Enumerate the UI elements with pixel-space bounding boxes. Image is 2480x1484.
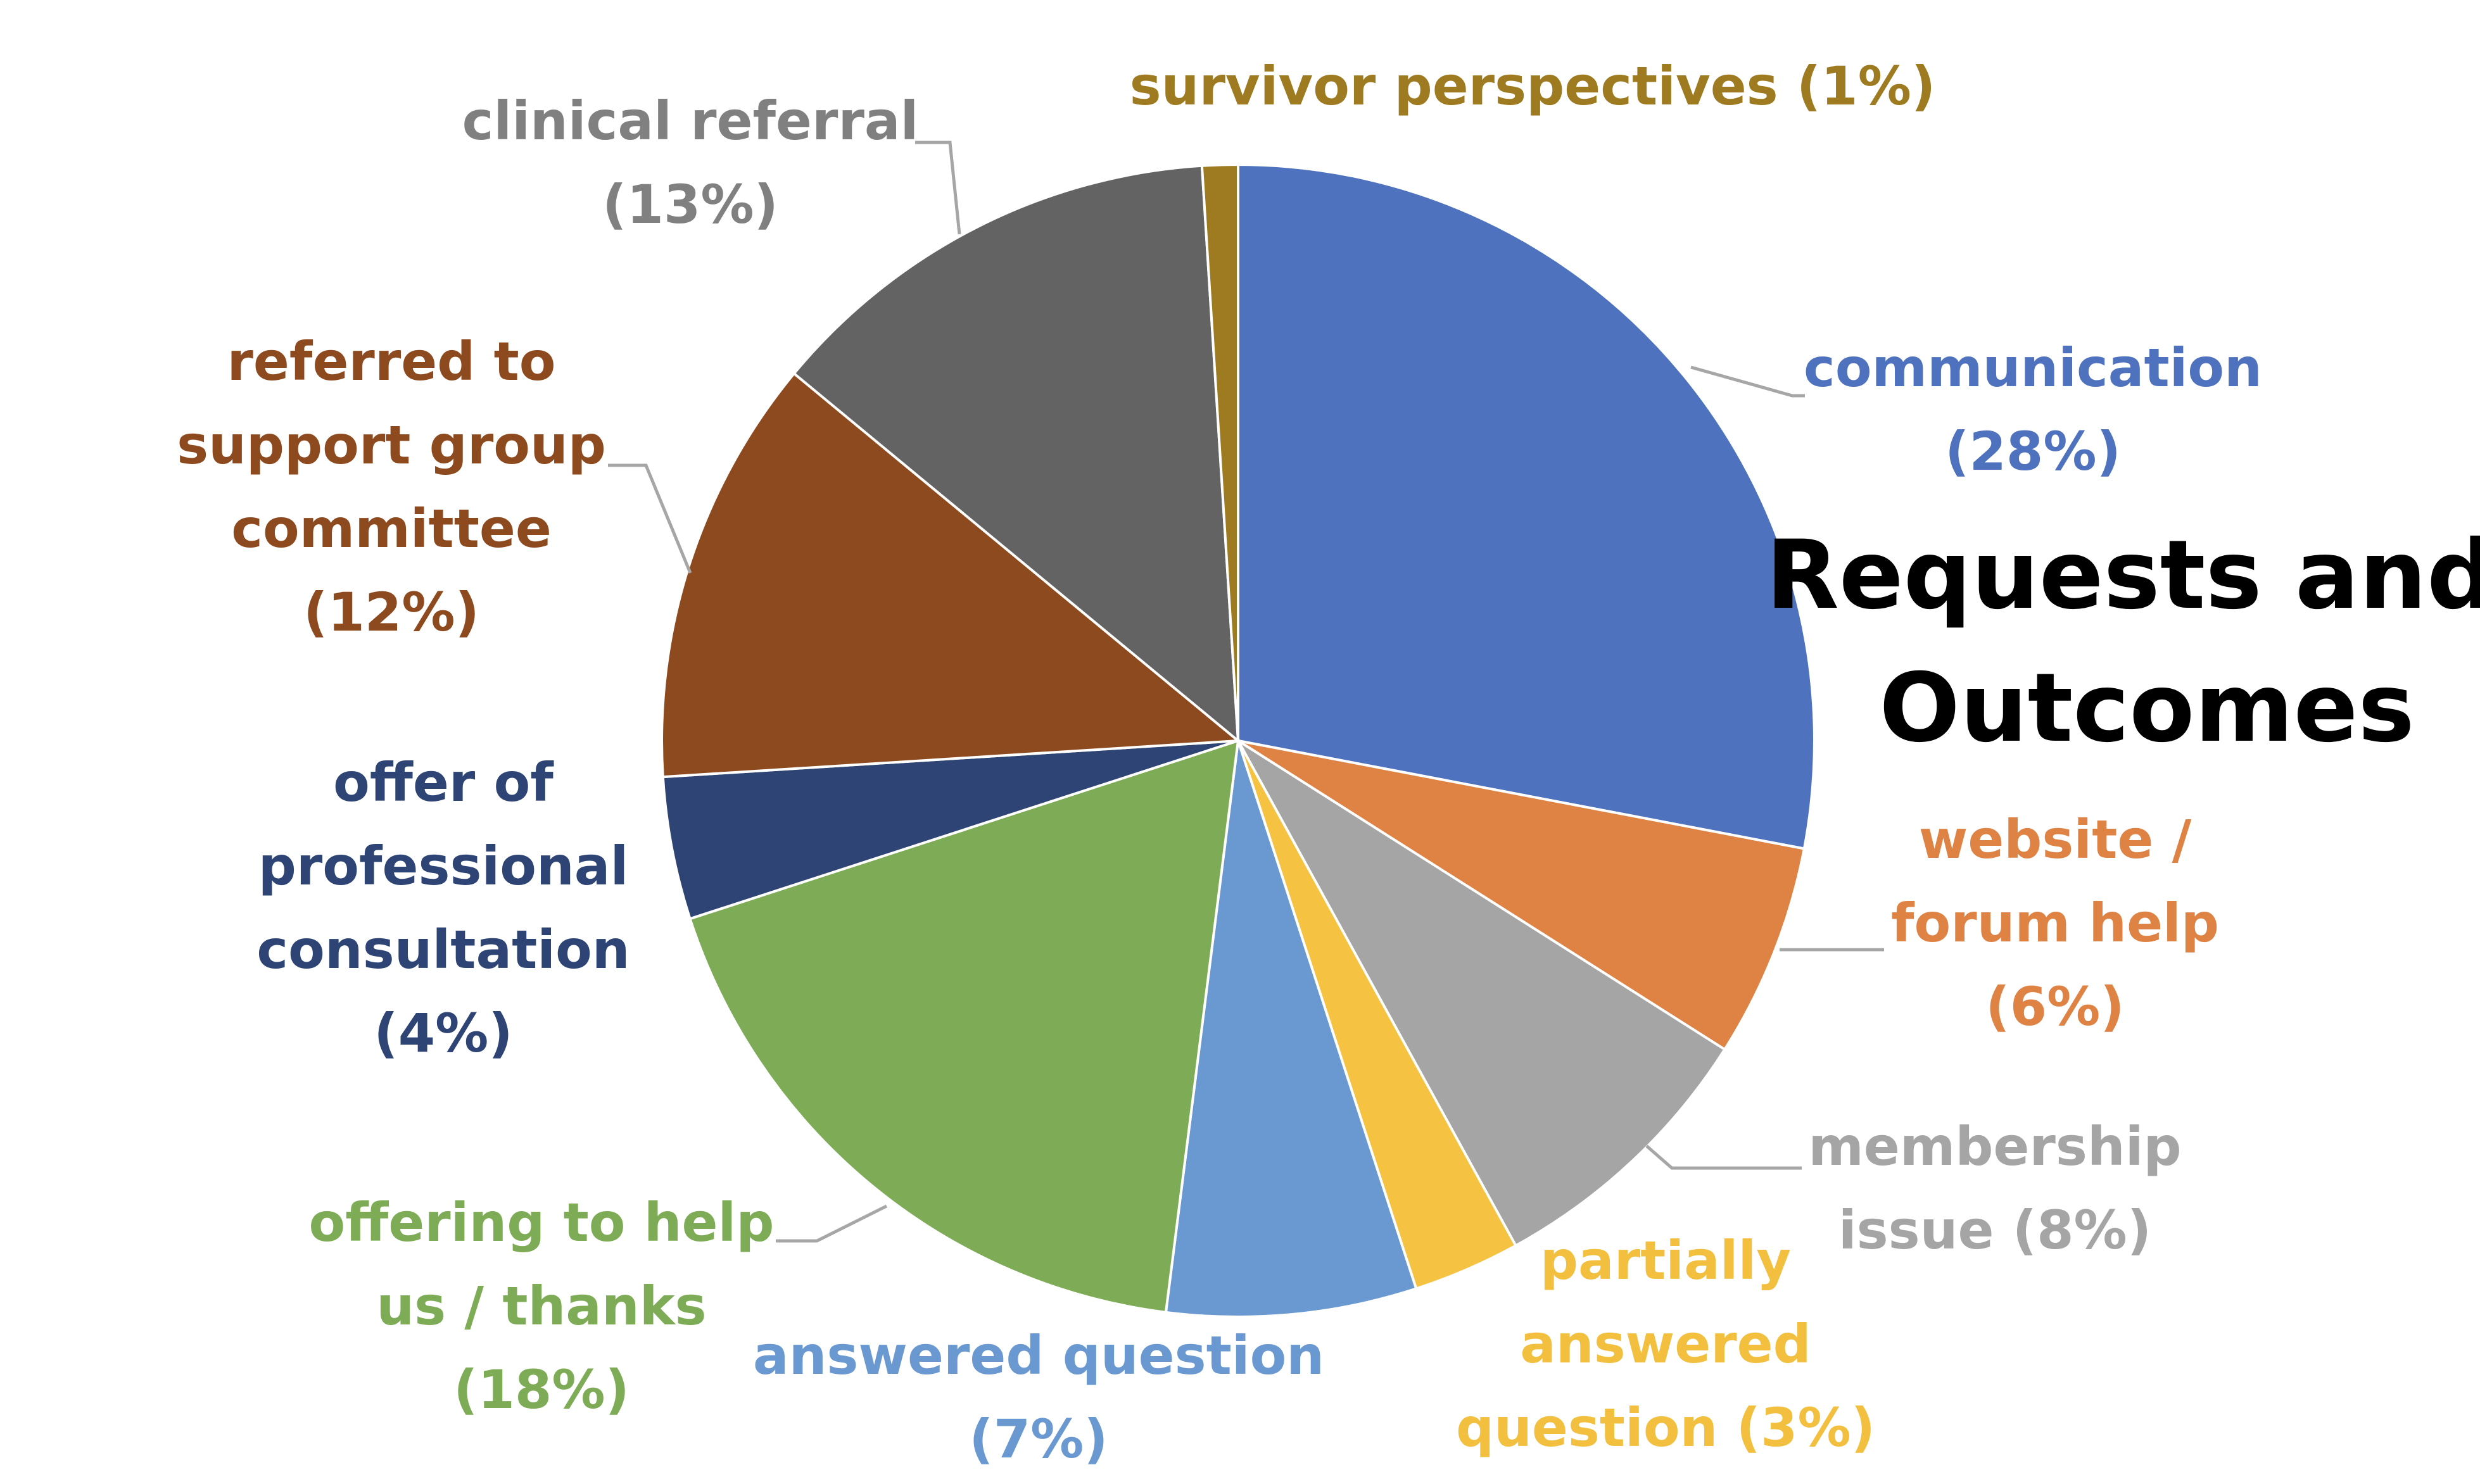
slice-website-forum-help	[1237, 739, 1806, 1052]
label-line: question (3%)	[1456, 1397, 1875, 1459]
leader-line-clinical-referral	[915, 141, 961, 235]
label-line: offer of	[333, 751, 554, 814]
label-line: issue (8%)	[1838, 1199, 2151, 1261]
label-line: (28%)	[1945, 420, 2121, 482]
label-communication: communication (28%)	[1804, 337, 2262, 482]
label-line: referred to	[227, 330, 556, 393]
label-line: support group	[177, 414, 606, 476]
label-line: communication	[1804, 337, 2262, 399]
pie-slices	[661, 163, 1816, 1318]
label-referred-to-support-group-committee: referred to support group committee (12%)	[177, 330, 606, 643]
label-line: survivor perspectives (1%)	[1130, 55, 1936, 117]
label-line: membership	[1808, 1116, 2181, 1178]
slice-clinical-referral	[792, 164, 1240, 744]
leader-line-offering-to-help-us-thanks	[776, 1204, 888, 1243]
label-line: (7%)	[969, 1408, 1108, 1470]
label-line: (13%)	[602, 173, 778, 236]
label-line: (4%)	[374, 1002, 512, 1064]
label-line: (6%)	[1985, 976, 2124, 1038]
label-clinical-referral: clinical referral (13%)	[462, 90, 919, 236]
leader-lines	[608, 141, 1884, 1243]
slice-answered-question	[1164, 740, 1418, 1318]
label-offer-of-professional-consultation: offer of professional consultation (4%)	[256, 751, 629, 1064]
label-line: consultation	[256, 919, 629, 981]
label-line: partially	[1540, 1229, 1791, 1292]
label-website-forum-help: website / forum help (6%)	[1891, 808, 2219, 1038]
label-line: offering to help	[309, 1192, 775, 1254]
slice-offering-to-help-us-thanks	[688, 739, 1240, 1314]
label-line: clinical referral	[462, 90, 919, 152]
leader-line-membership-issue	[1645, 1145, 1802, 1170]
label-line: us / thanks	[376, 1275, 706, 1337]
chart-title-line-1: Requests and	[1766, 520, 2480, 631]
label-line: answered question	[753, 1324, 1324, 1387]
chart-title: Requests and Outcomes	[1766, 520, 2480, 764]
slice-referred-to-support-group-committee	[661, 372, 1242, 779]
chart-title-line-2: Outcomes	[1879, 653, 2414, 764]
slice-communication	[1237, 163, 1816, 850]
leader-line-referred-to-support-group-committee	[608, 463, 692, 574]
slice-membership-issue	[1237, 739, 1727, 1248]
slice-offer-of-professional-consultation	[661, 739, 1239, 921]
label-line: answered	[1520, 1313, 1811, 1375]
leader-line-communication	[1690, 365, 1805, 398]
label-line: committee	[231, 498, 552, 560]
label-line: forum help	[1891, 892, 2219, 954]
label-membership-issue: membership issue (8%)	[1808, 1116, 2181, 1261]
label-line: (18%)	[453, 1359, 629, 1421]
label-partially-answered-question: partially answered question (3%)	[1456, 1229, 1875, 1459]
label-answered-question: answered question (7%)	[753, 1324, 1324, 1470]
label-line: website /	[1919, 808, 2192, 871]
label-line: professional	[258, 835, 629, 897]
slice-labels: communication (28%) website / forum help (6%…	[177, 55, 2262, 1470]
label-line: (12%)	[303, 581, 479, 643]
slice-survivor-perspectives	[1200, 163, 1239, 741]
label-survivor-perspectives: survivor perspectives (1%)	[1130, 55, 1936, 117]
label-offering-to-help-us-thanks: offering to help us / thanks (18%)	[309, 1192, 775, 1421]
